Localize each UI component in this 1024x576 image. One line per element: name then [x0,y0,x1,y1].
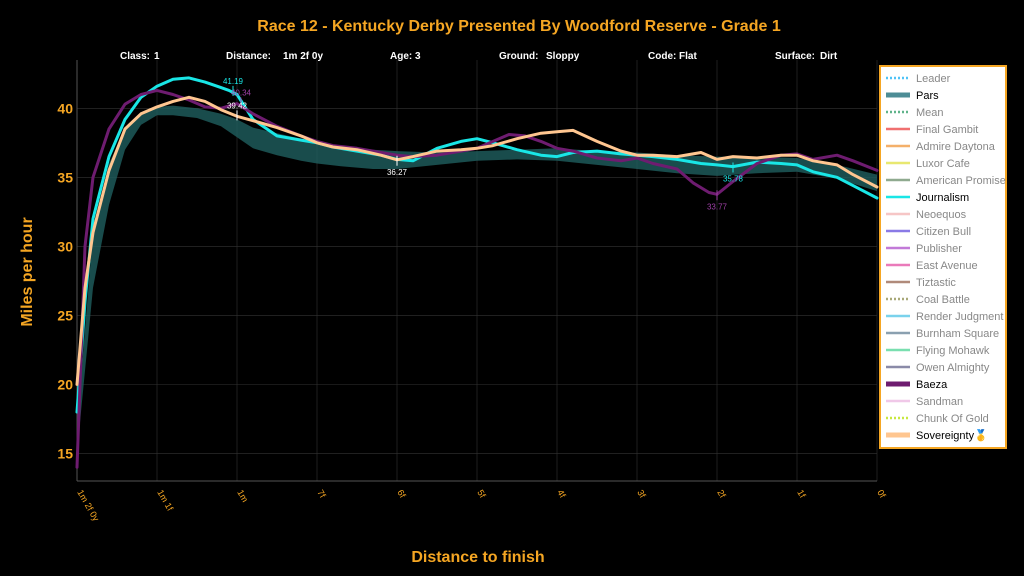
annotation-label: 39.42 [227,101,248,110]
annotations: 41.19 40.34 39.42 36.27 33.77 35.78 [223,77,744,211]
y-tick-label: 40 [57,100,73,116]
annotation-label: 35.78 [723,175,744,184]
x-tick-label: 6f [395,488,408,500]
legend-entry: Sandman [916,396,963,408]
legend-entry: Citizen Bull [916,226,971,238]
legend-entry: Coal Battle [916,294,970,306]
race-info-value: Sloppy [546,51,580,62]
annotation-label: 36.27 [387,168,408,177]
legend-entry: Neoequos [916,209,967,221]
y-tick-label: 30 [57,238,73,254]
legend-entry: Pars [916,90,939,102]
legend-entry: Chunk Of Gold [916,413,989,425]
race-info-key: Class: [120,51,150,62]
y-tick-label: 35 [57,169,73,185]
legend-entry: Render Judgment [916,311,1003,323]
legend-entry: Admire Daytona [916,141,996,153]
race-info-key: Code: [648,51,676,62]
chart-title: Race 12 - Kentucky Derby Presented By Wo… [257,18,781,35]
race-info-value: 1m 2f 0y [283,51,323,62]
legend-entry: Owen Almighty [916,362,990,374]
legend-entry: Flying Mohawk [916,345,990,357]
grid-lines [76,60,878,482]
legend: Leader Pars Mean Final Gambit Admire Daytona… [879,65,1007,449]
legend-entry: Mean [916,107,944,119]
x-tick-label: 2f [715,488,728,500]
x-tick-label: 1m [235,488,250,504]
race-info-value: 3 [415,51,421,62]
legend-entry: Journalism [916,192,969,204]
y-tick-label: 25 [57,307,73,323]
race-info-key: Ground: [499,51,538,62]
x-axis-ticks: 1m 2f 0y 1m 1f 1m 7f 6f 5f 4f 3f 2f 1f 0f [75,488,888,523]
annotation-label: 33.77 [707,202,728,211]
x-tick-label: 0f [875,488,888,500]
legend-entry: East Avenue [916,260,978,272]
series-line-journalism [75,76,879,414]
x-tick-label: 4f [555,488,568,500]
legend-entry: Sovereignty🥇 [916,429,988,442]
race-info-value: Flat [679,51,697,62]
race-info-value: Dirt [820,51,838,62]
series-line-sovereignty [75,95,879,386]
x-tick-label: 3f [635,488,648,500]
race-info-key: Age: [390,51,412,62]
race-info-value: 1 [154,51,160,62]
legend-entry: Tiztastic [916,277,956,289]
legend-entry: Baeza [916,379,948,391]
y-tick-label: 20 [57,376,73,392]
x-tick-label: 7f [315,488,328,500]
annotation-label: 41.19 [223,77,244,86]
annotation-label: 40.34 [231,89,252,98]
legend-entry: Leader [916,73,951,85]
x-tick-label: 1m 2f 0y [75,488,101,523]
x-axis-label: Distance to finish [411,549,544,566]
x-tick-label: 1f [795,488,808,500]
legend-entry: Burnham Square [916,328,999,340]
legend-entry: American Promise [916,175,1006,187]
race-info-row: Class: 1 Distance: 1m 2f 0y Age: 3 Ground: Slop… [120,51,838,62]
legend-entry: Luxor Cafe [916,158,970,170]
y-tick-label: 15 [57,445,73,461]
x-tick-label: 5f [475,488,488,500]
y-axis-ticks: 15 20 25 30 35 40 [57,100,73,461]
x-tick-label: 1m 1f [155,488,175,513]
y-axis-label: Miles per hour [19,217,36,326]
legend-entry: Publisher [916,243,962,255]
series-lines [75,76,879,469]
race-info-key: Surface: [775,51,815,62]
race-info-key: Distance: [226,51,271,62]
legend-entry: Final Gambit [916,124,978,136]
